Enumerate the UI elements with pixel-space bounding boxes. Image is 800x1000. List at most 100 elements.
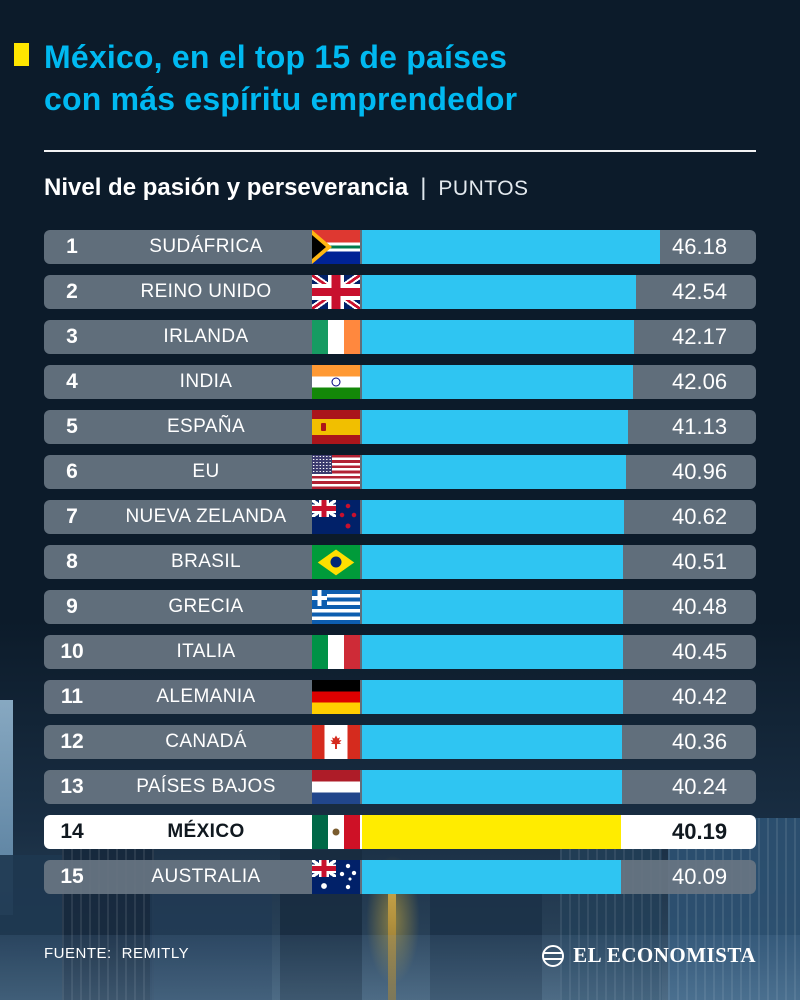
- flag-ie-icon: [312, 320, 360, 355]
- ground-glow: [0, 935, 800, 1000]
- bar-track: [362, 365, 660, 400]
- value-label: 40.45: [672, 639, 728, 665]
- value-bar: [362, 320, 635, 355]
- bar-track: [362, 455, 660, 490]
- bar-track: [362, 320, 660, 355]
- subtitle-separator: |: [420, 174, 427, 202]
- brand-logo: EL ECONOMISTA: [541, 943, 756, 968]
- country-label: MÉXICO: [167, 821, 245, 843]
- country-label: EU: [192, 461, 220, 483]
- chart-row: 8 BRASIL 40.51: [44, 545, 756, 580]
- source-label: FUENTE:: [44, 945, 112, 962]
- country-label: AUSTRALIA: [151, 866, 261, 888]
- country-label: REINO UNIDO: [140, 281, 272, 303]
- flag-it-icon: [312, 635, 360, 670]
- rank-label: 1: [66, 235, 78, 259]
- statue-silhouette: [388, 878, 396, 1000]
- rank-label: 5: [66, 415, 78, 439]
- building-silhouette: [62, 820, 154, 1000]
- value-label: 42.17: [672, 324, 728, 350]
- country-label: NUEVA ZELANDA: [125, 506, 287, 528]
- rank-label: 2: [66, 280, 78, 304]
- country-label: ALEMANIA: [156, 686, 256, 708]
- value-bar: [362, 365, 634, 400]
- value-label: 42.06: [672, 369, 728, 395]
- country-label: SUDÁFRICA: [149, 236, 263, 258]
- subtitle-text: Nivel de pasión y perseverancia: [44, 174, 409, 202]
- bar-track: [362, 860, 660, 895]
- value-label: 40.36: [672, 729, 728, 755]
- chart-row: 7 NUEVA ZELANDA 40.62: [44, 500, 756, 535]
- value-bar: [362, 545, 624, 580]
- value-label: 42.54: [672, 279, 728, 305]
- chart-row: 3 IRLANDA 42.17: [44, 320, 756, 355]
- flag-br-icon: [312, 545, 360, 580]
- source-value: REMITLY: [121, 945, 190, 962]
- bar-track: [362, 590, 660, 625]
- value-label: 40.48: [672, 594, 728, 620]
- rank-label: 14: [60, 820, 84, 844]
- rank-label: 4: [66, 370, 78, 394]
- value-bar: [362, 275, 637, 310]
- rank-label: 11: [60, 685, 84, 709]
- chart-row: 2 REINO UNIDO 42.54: [44, 275, 756, 310]
- title-divider: [44, 150, 756, 153]
- chart-row: 11 ALEMANIA 40.42: [44, 680, 756, 715]
- chart-subtitle: Nivel de pasión y perseverancia | PUNTOS: [44, 174, 756, 202]
- bar-track: [362, 680, 660, 715]
- bar-track: [362, 410, 660, 445]
- chart-row: 5 ESPAÑA 41.13: [44, 410, 756, 445]
- rank-label: 9: [66, 595, 78, 619]
- value-label: 40.96: [672, 459, 728, 485]
- flag-ca-icon: [312, 725, 360, 760]
- page-title-line1: México, en el top 15 de países: [44, 39, 508, 75]
- value-bar: [362, 230, 660, 265]
- value-label: 40.62: [672, 504, 728, 530]
- building-silhouette: [150, 880, 272, 1000]
- value-label: 40.19: [672, 819, 728, 845]
- flag-gb-icon: [312, 275, 360, 310]
- value-label: 41.13: [672, 414, 728, 440]
- chart-row: 10 ITALIA 40.45: [44, 635, 756, 670]
- value-label: 40.24: [672, 774, 728, 800]
- value-label: 40.51: [672, 549, 728, 575]
- value-bar: [362, 725, 623, 760]
- bar-track: [362, 230, 660, 265]
- value-bar: [362, 410, 628, 445]
- value-bar: [362, 770, 622, 805]
- chart-row: 9 GRECIA 40.48: [44, 590, 756, 625]
- bar-chart-rows: 1 SUDÁFRICA 46.18 2 REINO UNIDO 42.54 3 …: [44, 230, 756, 895]
- chart-row: 6 EU 40.96: [44, 455, 756, 490]
- rank-label: 6: [66, 460, 78, 484]
- value-bar: [362, 680, 623, 715]
- flag-mx-icon: [312, 815, 360, 850]
- flag-au-icon: [312, 860, 360, 895]
- country-label: ITALIA: [176, 641, 236, 663]
- value-bar: [362, 500, 625, 535]
- source-note: FUENTE: REMITLY: [44, 945, 189, 962]
- brand-name: EL ECONOMISTA: [573, 943, 756, 967]
- bar-track: [362, 635, 660, 670]
- value-label: 40.09: [672, 864, 728, 890]
- yellow-square-bullet-icon: [14, 43, 29, 66]
- country-label: PAÍSES BAJOS: [136, 776, 276, 798]
- flag-es-icon: [312, 410, 360, 445]
- rank-label: 13: [60, 775, 84, 799]
- chart-row: 15 AUSTRALIA 40.09: [44, 860, 756, 895]
- value-bar: [362, 860, 621, 895]
- bar-track: [362, 815, 660, 850]
- chart-row: 4 INDIA 42.06: [44, 365, 756, 400]
- value-bar: [362, 815, 622, 850]
- el-economista-globe-icon: [541, 944, 565, 968]
- value-label: 46.18: [672, 234, 728, 260]
- country-label: IRLANDA: [163, 326, 249, 348]
- rank-label: 10: [60, 640, 84, 664]
- value-bar: [362, 635, 624, 670]
- country-label: GRECIA: [168, 596, 244, 618]
- rank-label: 7: [66, 505, 78, 529]
- flag-gr-icon: [312, 590, 360, 625]
- flag-in-icon: [312, 365, 360, 400]
- flag-nl-icon: [312, 770, 360, 805]
- chart-row: 1 SUDÁFRICA 46.18: [44, 230, 756, 265]
